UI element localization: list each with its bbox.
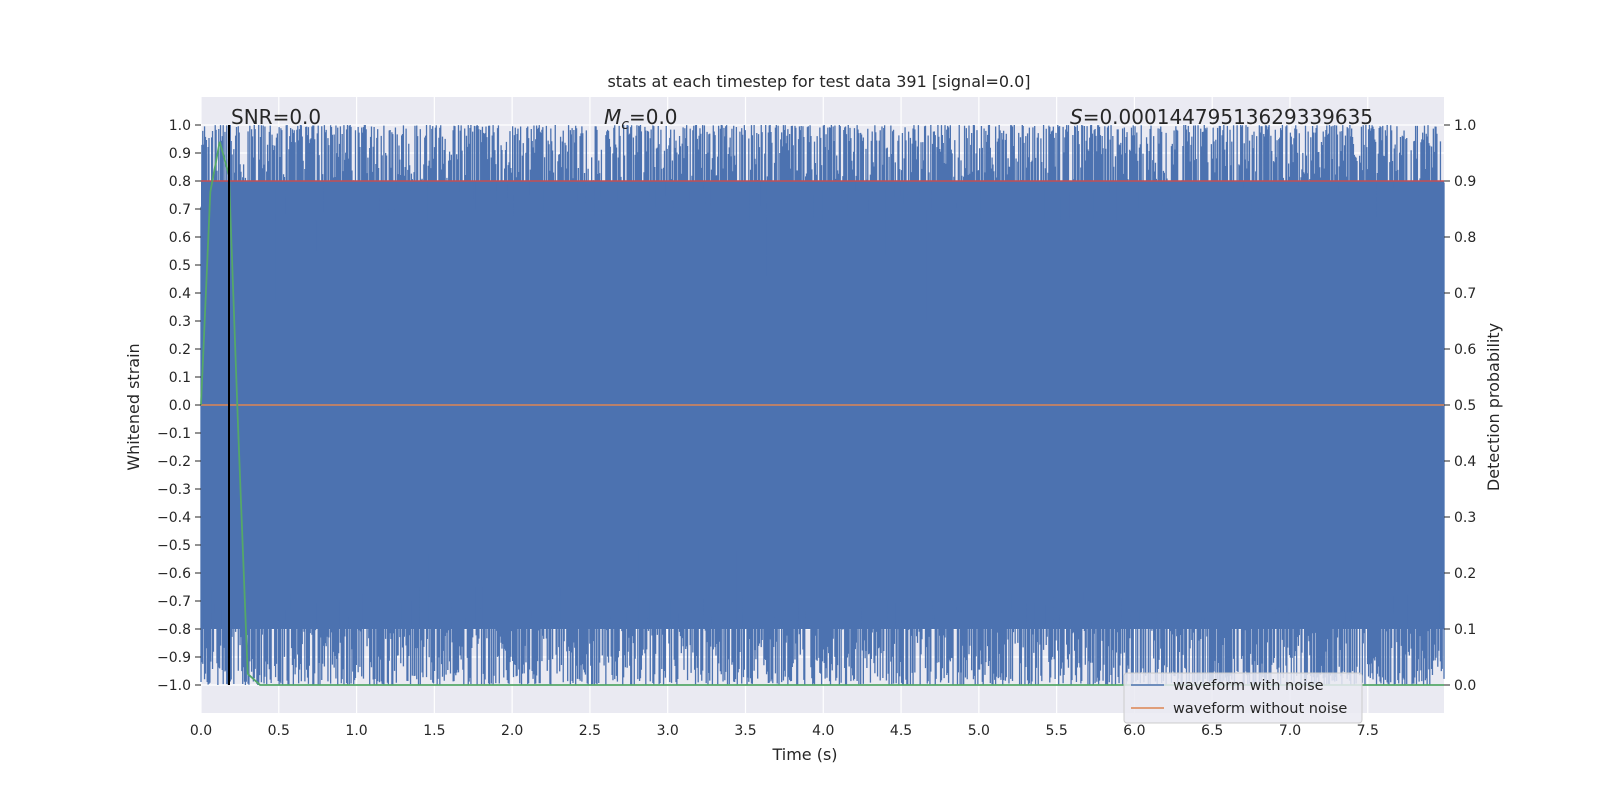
- y-tick-label: 0.0: [169, 398, 191, 414]
- y2-tick-label: 0.4: [1454, 454, 1476, 470]
- y2-tick-label: 0.7: [1454, 286, 1476, 302]
- mc-annotation: Mc=0.0: [604, 105, 678, 133]
- y-tick-label: −0.3: [157, 482, 191, 498]
- x-axis-ticks: 0.0 0.5 1.0 1.5 2.0 2.5 3.0 3.5 4.0 4.5 5.0 5.5 6.0 6…: [190, 723, 1379, 739]
- y-tick-label: −0.7: [157, 594, 191, 610]
- y-tick-label: 0.2: [169, 342, 191, 358]
- snr-annotation: SNR=0.0: [231, 105, 321, 129]
- y-axis-ticks: 1.0 0.9 0.8 0.7 0.6 0.5 0.4 0.3 0.2 0.1 0.0 −0.1 −0.…: [157, 118, 201, 694]
- snr-prefix: SNR: [231, 105, 273, 129]
- y2-tick-label: 1.0: [1454, 118, 1476, 134]
- y-tick-label: −0.4: [157, 510, 191, 526]
- s-annotation: S=0.00014479513629339635: [1070, 105, 1373, 129]
- y2-tick-label: 0.5: [1454, 398, 1476, 414]
- s-value: =0.00014479513629339635: [1083, 105, 1373, 129]
- legend-box: [1123, 672, 1363, 724]
- x-tick-label: 2.0: [501, 723, 523, 739]
- y-tick-label: 0.5: [169, 258, 191, 274]
- y-tick-label: 0.4: [169, 286, 191, 302]
- x-tick-label: 5.5: [1045, 723, 1067, 739]
- y2-axis-label: Detection probability: [1484, 323, 1503, 491]
- y2-tick-label: 0.9: [1454, 174, 1476, 190]
- y2-tick-label: 0.3: [1454, 510, 1476, 526]
- legend-label-without-noise: waveform without noise: [1173, 701, 1347, 717]
- y-tick-label: −0.2: [157, 454, 191, 470]
- y-tick-label: 0.9: [169, 146, 191, 162]
- legend-label-with-noise: waveform with noise: [1173, 678, 1324, 694]
- x-tick-label: 2.5: [579, 723, 601, 739]
- y2-tick-label: 0.0: [1454, 678, 1476, 694]
- y-tick-label: 1.0: [169, 118, 191, 134]
- x-tick-label: 6.5: [1201, 723, 1223, 739]
- y2-tick-label: 0.1: [1454, 622, 1476, 638]
- y2-tick-label: 0.8: [1454, 230, 1476, 246]
- s-symbol: S: [1070, 105, 1083, 129]
- x-tick-label: 3.0: [657, 723, 679, 739]
- x-tick-label: 4.0: [812, 723, 834, 739]
- mc-symbol: M: [604, 105, 621, 129]
- x-tick-label: 4.5: [890, 723, 912, 739]
- x-tick-label: 7.5: [1357, 723, 1379, 739]
- legend: waveform with noise waveform without noi…: [1123, 672, 1363, 724]
- x-tick-label: 0.5: [268, 723, 290, 739]
- y-tick-label: −0.1: [157, 426, 191, 442]
- detection-probability-line: [200, 141, 1444, 686]
- y-tick-label: −0.6: [157, 566, 191, 582]
- y-tick-label: 0.6: [169, 230, 191, 246]
- y-tick-label: −0.8: [157, 622, 191, 638]
- y-tick-label: 0.7: [169, 202, 191, 218]
- mc-value: =0.0: [629, 105, 678, 129]
- y-tick-label: 0.1: [169, 370, 191, 386]
- series-lines: [200, 125, 1444, 686]
- y2-axis-ticks: 1.0 0.9 0.8 0.7 0.6 0.5 0.4 0.3 0.2 0.1 0.0: [1444, 118, 1476, 694]
- y-tick-label: −0.5: [157, 538, 191, 554]
- chart-title: stats at each timestep for test data 391…: [607, 72, 1030, 91]
- y-tick-label: −1.0: [157, 678, 191, 694]
- x-tick-label: 0.0: [190, 723, 212, 739]
- x-axis-label: Time (s): [771, 745, 837, 764]
- y2-tick-label: 0.2: [1454, 566, 1476, 582]
- x-tick-label: 1.0: [345, 723, 367, 739]
- y-axis-label: Whitened strain: [124, 343, 143, 470]
- snr-value: =0.0: [273, 105, 322, 129]
- x-tick-label: 6.0: [1123, 723, 1145, 739]
- y-tick-label: 0.8: [169, 174, 191, 190]
- y2-tick-label: 0.6: [1454, 342, 1476, 358]
- y-tick-label: 0.3: [169, 314, 191, 330]
- y-tick-label: −0.9: [157, 650, 191, 666]
- mc-subscript: c: [621, 117, 629, 133]
- x-tick-label: 7.0: [1279, 723, 1301, 739]
- x-tick-label: 1.5: [423, 723, 445, 739]
- x-tick-label: 5.0: [968, 723, 990, 739]
- x-tick-label: 3.5: [734, 723, 756, 739]
